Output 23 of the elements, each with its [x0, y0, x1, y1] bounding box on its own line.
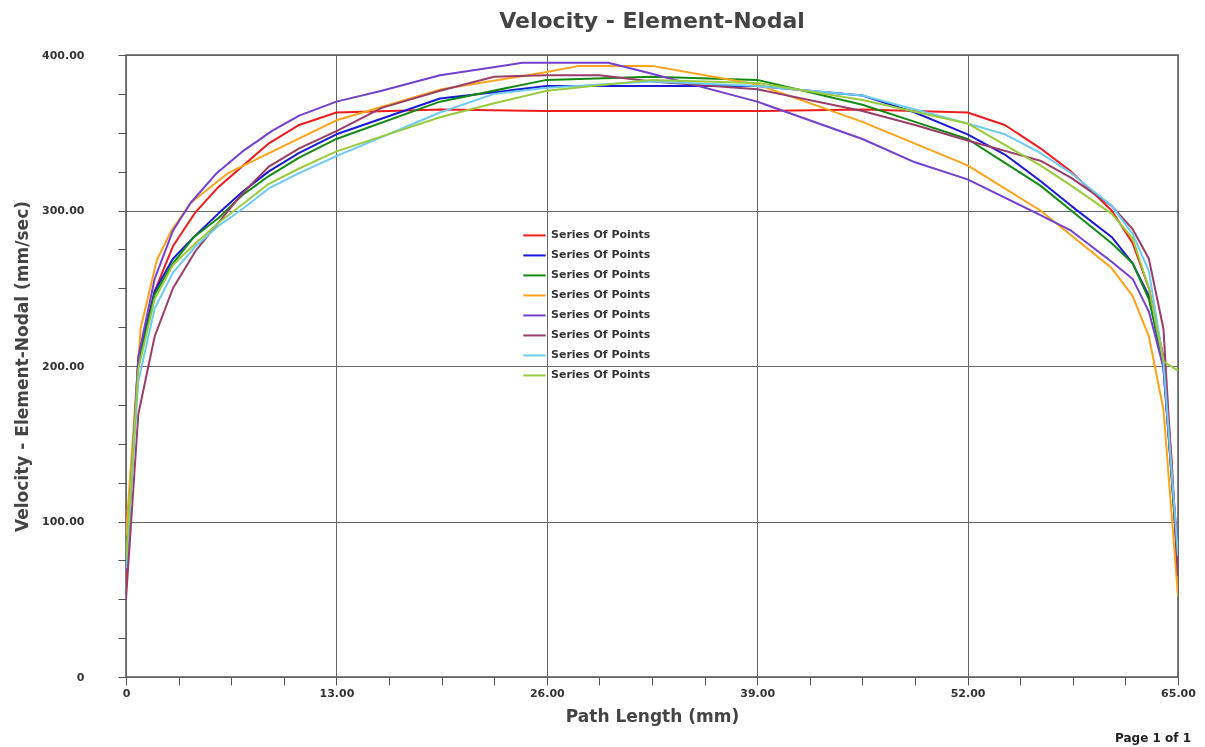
x-axis-title: Path Length (mm) [565, 705, 740, 726]
y-tick-label: 300.00 [42, 204, 85, 217]
y-tick-label: 200.00 [42, 359, 85, 373]
legend-label: Series Of Points [551, 268, 651, 282]
legend-label: Series Of Points [551, 228, 651, 242]
legend-label: Series Of Points [551, 328, 651, 342]
legend-label: Series Of Points [551, 348, 651, 362]
x-tick-label: 26.00 [529, 686, 566, 700]
x-tick-label: 39.00 [740, 686, 776, 700]
chart-title: Velocity - Element-Nodal [499, 8, 805, 33]
y-tick-label: 400.00 [42, 48, 85, 62]
legend-label: Series Of Points [551, 368, 651, 382]
x-tick-label: 13.00 [319, 686, 355, 700]
y-axis-title: Velocity - Element-Nodal (mm/sec) [12, 201, 33, 532]
x-tick-label: 0 [122, 686, 131, 700]
legend-label: Series Of Points [551, 288, 651, 302]
x-tick-label: 65.00 [1161, 686, 1197, 700]
y-tick-label: 0 [76, 670, 85, 684]
legend-label: Series Of Points [551, 248, 651, 262]
legend-label: Series Of Points [551, 308, 651, 322]
y-tick-label: 100.00 [42, 515, 85, 528]
x-tick-label: 52.00 [950, 686, 986, 700]
text: Page 1 of 1 [1115, 731, 1191, 745]
